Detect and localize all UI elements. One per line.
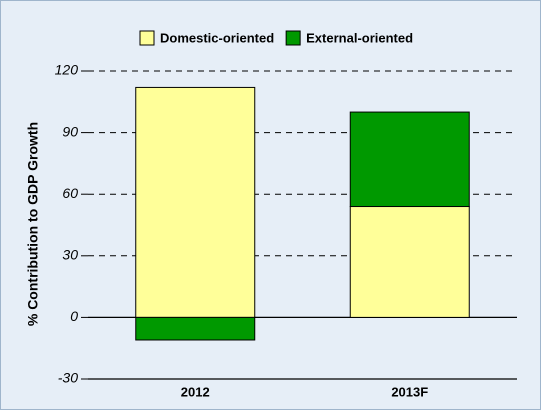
legend-swatch (285, 30, 301, 46)
legend-label: External-oriented (306, 30, 413, 45)
bar-segment (135, 86, 256, 318)
x-tick-label: 2012 (181, 384, 210, 399)
y-tick-label: -30 (58, 370, 78, 386)
y-tick-label: 90 (62, 123, 78, 139)
y-tick-label: 30 (62, 247, 78, 263)
y-axis-label: % Contribution to GDP Growth (25, 122, 41, 326)
bar-segment (349, 111, 470, 208)
bar-segment (135, 316, 256, 341)
y-tick-label: 0 (70, 308, 78, 324)
y-tick-label: 60 (62, 185, 78, 201)
bar-segment (349, 206, 470, 318)
legend-label: Domestic-oriented (160, 30, 274, 45)
y-tick-label: 120 (55, 62, 79, 78)
legend-swatch (139, 30, 155, 46)
x-tick-label: 2013F (391, 384, 428, 399)
